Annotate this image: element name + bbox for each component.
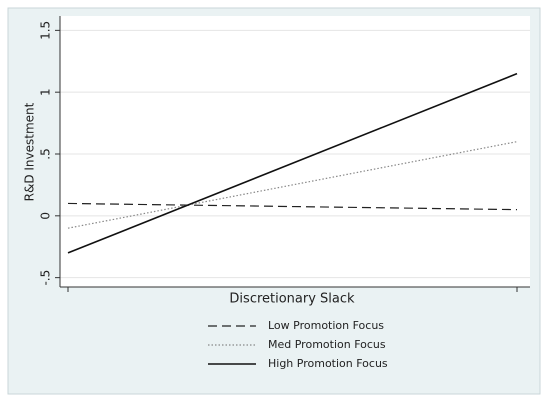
y-tick-label: 1.5 [39,21,53,40]
y-tick-label: 1 [39,88,53,96]
x-axis-title: Discretionary Slack [229,292,355,307]
series-line [67,72,518,254]
y-axis-title: R&D Investment [23,102,37,201]
legend-label: Low Promotion Focus [268,319,384,332]
series-line [67,141,518,229]
y-tick-label: -.5 [39,270,53,286]
y-tick-label: 0 [39,212,53,220]
y-tick-label: .5 [39,148,53,159]
series-line [67,202,518,211]
plot-area [60,16,530,287]
legend-label: High Promotion Focus [268,357,388,370]
legend-label: Med Promotion Focus [268,338,386,351]
